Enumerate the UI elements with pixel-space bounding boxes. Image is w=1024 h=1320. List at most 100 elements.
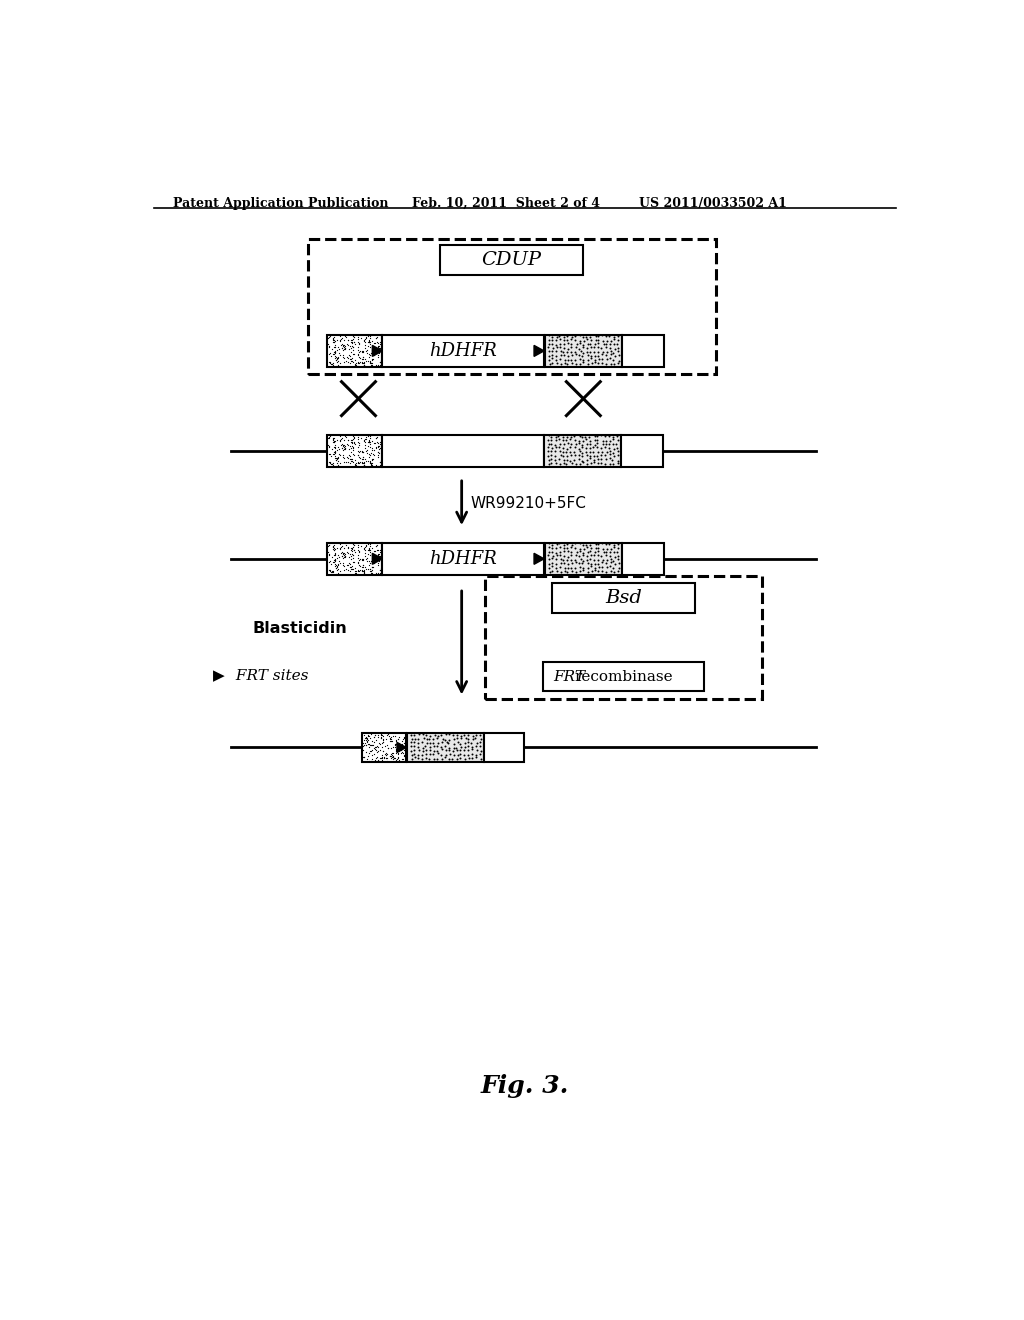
Point	[332, 539, 348, 560]
Point	[365, 355, 381, 376]
Point	[418, 725, 434, 746]
Point	[368, 327, 384, 348]
Point	[560, 350, 577, 371]
Point	[434, 731, 451, 752]
Point	[586, 450, 602, 471]
Point	[360, 550, 377, 572]
Point	[598, 430, 614, 451]
Point	[610, 552, 627, 573]
Point	[468, 735, 484, 756]
Point	[590, 541, 606, 562]
Point	[375, 729, 391, 750]
Point	[552, 541, 568, 562]
Point	[335, 552, 351, 573]
Point	[544, 438, 560, 459]
Point	[359, 746, 376, 767]
Point	[328, 554, 344, 576]
Point	[437, 735, 454, 756]
Point	[384, 747, 400, 768]
Point	[327, 549, 343, 570]
Point	[343, 341, 359, 362]
Point	[346, 557, 362, 578]
Point	[361, 734, 378, 755]
Point	[364, 734, 380, 755]
Point	[445, 729, 462, 750]
Point	[602, 430, 618, 451]
Point	[328, 347, 344, 368]
Point	[595, 430, 611, 451]
Point	[406, 743, 422, 764]
Point	[555, 338, 571, 359]
Point	[587, 541, 603, 562]
Point	[578, 441, 594, 462]
Point	[325, 536, 341, 557]
Point	[349, 352, 366, 374]
Point	[356, 354, 373, 375]
Point	[334, 434, 350, 455]
Point	[388, 742, 404, 763]
Point	[332, 429, 348, 450]
Point	[338, 558, 354, 579]
Point	[327, 442, 343, 463]
Point	[543, 433, 559, 454]
Point	[368, 564, 384, 585]
Point	[345, 552, 361, 573]
Point	[369, 331, 385, 352]
Point	[590, 341, 606, 362]
Point	[345, 425, 361, 446]
Point	[572, 333, 589, 354]
Point	[566, 325, 583, 346]
Text: FRT: FRT	[553, 669, 586, 684]
Point	[557, 350, 573, 371]
Point	[327, 539, 343, 560]
Point	[335, 440, 351, 461]
Point	[593, 444, 609, 465]
Point	[356, 729, 373, 750]
Point	[370, 432, 386, 453]
Point	[323, 561, 339, 582]
Point	[547, 446, 563, 467]
Point	[396, 727, 413, 748]
Point	[345, 537, 361, 558]
Point	[419, 729, 435, 750]
Point	[343, 549, 359, 570]
Point	[336, 556, 352, 577]
Point	[327, 331, 343, 352]
Point	[555, 433, 571, 454]
Point	[583, 553, 599, 574]
Point	[350, 342, 367, 363]
Point	[347, 454, 364, 475]
Point	[342, 557, 358, 578]
Point	[365, 330, 381, 351]
Point	[589, 433, 605, 454]
Point	[588, 537, 604, 558]
Point	[357, 729, 374, 750]
Point	[369, 747, 385, 768]
Point	[368, 338, 384, 359]
Point	[367, 731, 383, 752]
Point	[570, 430, 587, 451]
Point	[355, 554, 372, 576]
Point	[331, 562, 347, 583]
Bar	[382, 434, 544, 467]
Point	[327, 437, 343, 458]
Point	[370, 554, 386, 576]
Polygon shape	[535, 346, 544, 356]
Point	[361, 539, 378, 560]
Point	[356, 562, 373, 583]
Point	[606, 541, 623, 562]
Point	[368, 545, 384, 566]
Point	[349, 326, 366, 347]
Point	[544, 537, 560, 558]
Point	[364, 560, 380, 581]
Text: Feb. 10, 2011  Sheet 2 of 4: Feb. 10, 2011 Sheet 2 of 4	[412, 197, 600, 210]
Point	[361, 432, 378, 453]
Point	[371, 750, 387, 771]
Point	[326, 327, 342, 348]
Point	[323, 454, 339, 475]
Point	[544, 326, 560, 347]
Point	[358, 441, 375, 462]
Point	[374, 744, 390, 766]
Point	[590, 553, 606, 574]
Point	[580, 434, 596, 455]
